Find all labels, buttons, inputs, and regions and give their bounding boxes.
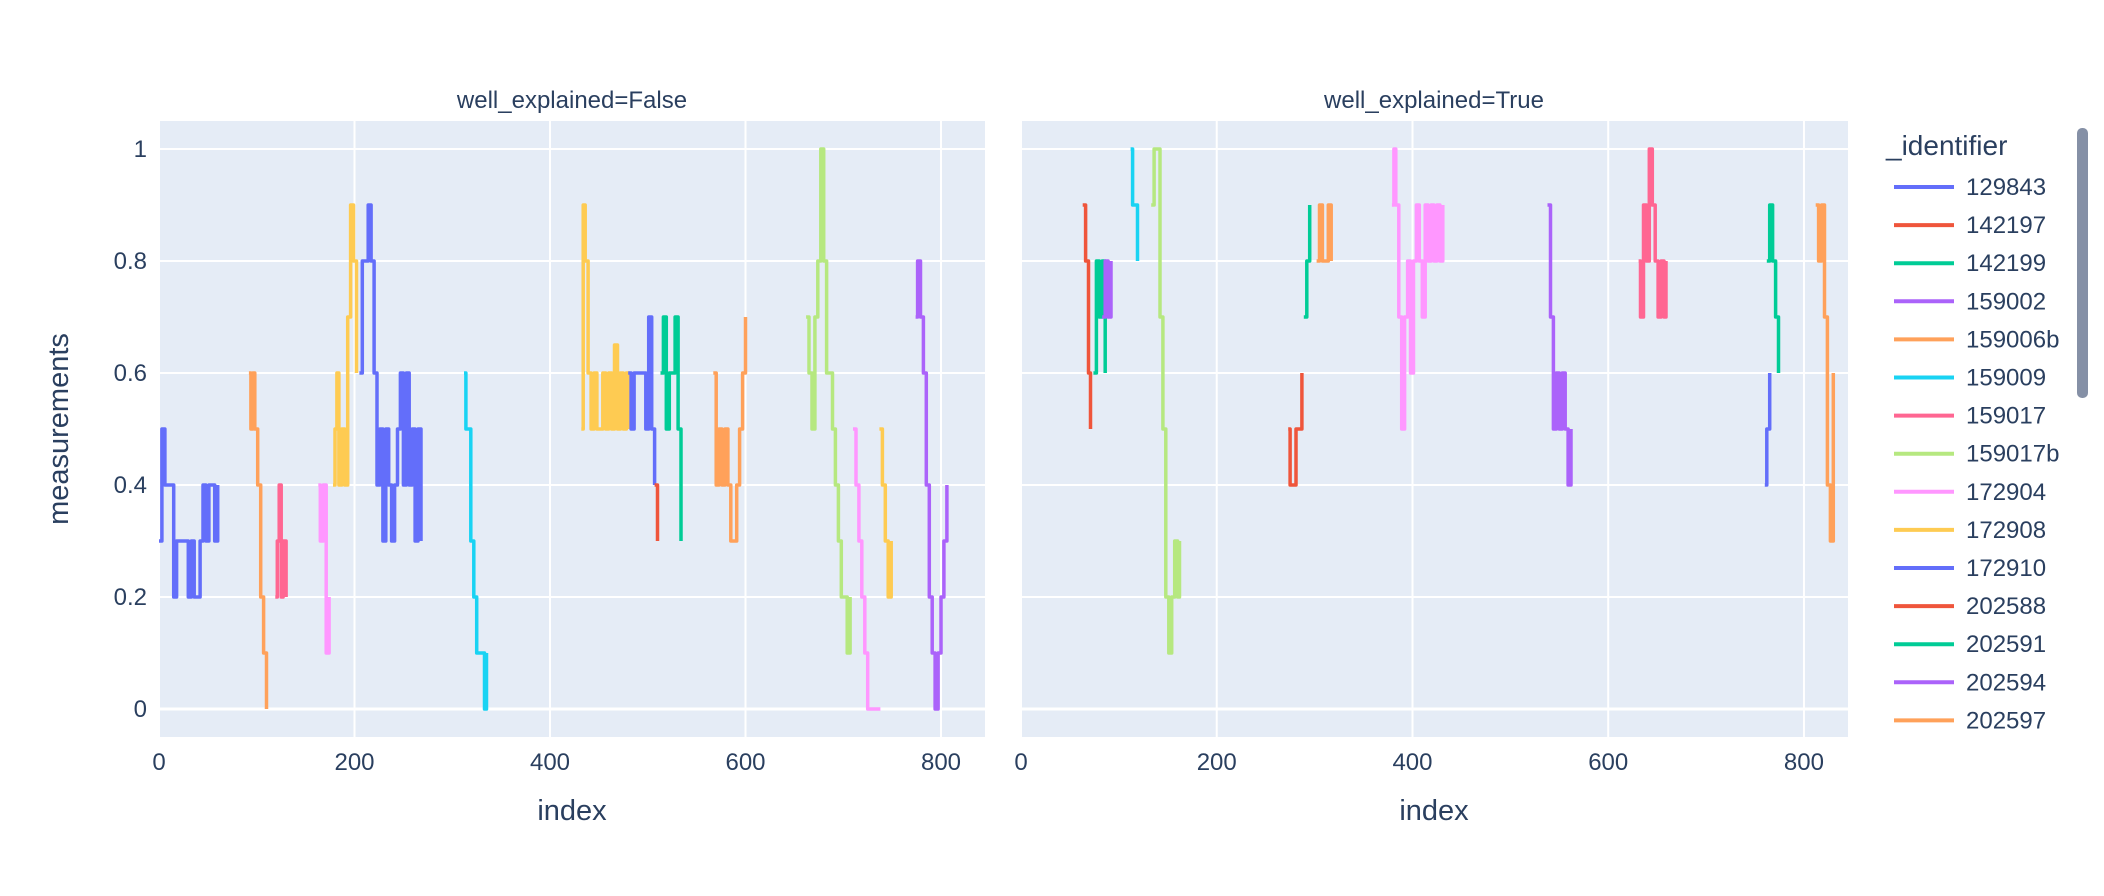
series-line-159006b-left bbox=[248, 371, 269, 709]
legend-label: 159006b bbox=[1966, 326, 2059, 353]
legend[interactable]: 129843 142197 142199 159002 159006b 159009 159… bbox=[1894, 174, 2059, 734]
legend-label: 142199 bbox=[1966, 250, 2046, 277]
facet-title-true: well_explained=True bbox=[1323, 87, 1544, 114]
legend-item-159017[interactable]: 159017 bbox=[1894, 403, 2046, 430]
legend-item-159002[interactable]: 159002 bbox=[1894, 288, 2046, 315]
tick-labels: 0 200 400 600 800 0 0.2 0.4 0.6 0.8 1 0 200 400 600 800 bbox=[114, 136, 1824, 776]
series-line-159006b-right bbox=[1815, 203, 1836, 543]
series-line-202594-left bbox=[915, 259, 949, 711]
legend-item-202594[interactable]: 202594 bbox=[1894, 669, 2046, 696]
series-line-159017b-left bbox=[806, 147, 852, 655]
series-line-202588-left bbox=[654, 483, 660, 541]
plot-area-left bbox=[159, 121, 985, 737]
y-tick-label: 0.2 bbox=[114, 584, 147, 611]
legend-item-159017b[interactable]: 159017b bbox=[1894, 441, 2059, 468]
x-tick-label: 200 bbox=[1197, 749, 1237, 776]
y-axis-title: measurements bbox=[43, 333, 75, 525]
series-line-172910-right bbox=[1764, 373, 1772, 487]
legend-label: 129843 bbox=[1966, 174, 2046, 201]
series-line-172910-left bbox=[628, 315, 657, 485]
legend-label: 159009 bbox=[1966, 365, 2046, 392]
legend-item-172904[interactable]: 172904 bbox=[1894, 479, 2046, 506]
y-tick-label: 1 bbox=[134, 136, 147, 163]
series-line-202594-right bbox=[1102, 259, 1113, 319]
legend-label: 142197 bbox=[1966, 212, 2046, 239]
series-line-172904-left bbox=[853, 427, 881, 711]
legend-label: 159017 bbox=[1966, 403, 2046, 430]
x-tick-label: 800 bbox=[921, 749, 961, 776]
series-line-172908-left bbox=[333, 203, 359, 487]
series-line-159017-left bbox=[275, 483, 288, 599]
facet-title-false: well_explained=False bbox=[456, 87, 687, 114]
legend-item-202588[interactable]: 202588 bbox=[1894, 593, 2046, 620]
series-lines bbox=[159, 147, 1836, 711]
series-line-172908-left bbox=[581, 203, 631, 431]
legend-item-159009[interactable]: 159009 bbox=[1894, 365, 2046, 392]
legend-item-172908[interactable]: 172908 bbox=[1894, 517, 2046, 544]
x-tick-label: 400 bbox=[530, 749, 570, 776]
legend-label: 202591 bbox=[1966, 631, 2046, 658]
series-line-172904-right bbox=[1391, 147, 1445, 431]
legend-label: 172904 bbox=[1966, 479, 2046, 506]
legend-item-129843[interactable]: 129843 bbox=[1894, 174, 2046, 201]
y-tick-label: 0 bbox=[134, 696, 147, 723]
series-line-172908-left bbox=[879, 427, 893, 599]
x-tick-label: 0 bbox=[152, 749, 165, 776]
legend-item-172910[interactable]: 172910 bbox=[1894, 555, 2046, 582]
series-line-172910-left bbox=[359, 203, 423, 543]
legend-item-202597[interactable]: 202597 bbox=[1894, 707, 2046, 734]
series-line-202591-right bbox=[1766, 203, 1781, 373]
series-line-202591-right bbox=[1303, 205, 1312, 319]
x-tick-label: 800 bbox=[1784, 749, 1824, 776]
legend-label: 202597 bbox=[1966, 707, 2046, 734]
legend-item-142197[interactable]: 142197 bbox=[1894, 212, 2046, 239]
series-line-159017b-right bbox=[1151, 147, 1182, 655]
gridlines bbox=[158, 121, 1848, 737]
series-line-159017-right bbox=[1638, 147, 1668, 319]
x-tick-label: 400 bbox=[1392, 749, 1432, 776]
series-line-159009-right bbox=[1130, 147, 1140, 261]
legend-scrollbar[interactable] bbox=[2077, 128, 2088, 398]
y-tick-label: 0.6 bbox=[114, 360, 147, 387]
series-line-172904-left bbox=[318, 483, 331, 655]
x-tick-label: 0 bbox=[1014, 749, 1027, 776]
series-line-202588-right bbox=[1288, 373, 1304, 487]
series-line-202594-right bbox=[1547, 203, 1573, 487]
x-tick-label: 600 bbox=[1588, 749, 1628, 776]
legend-label: 202594 bbox=[1966, 669, 2046, 696]
x-tick-label: 200 bbox=[334, 749, 374, 776]
legend-item-159006b[interactable]: 159006b bbox=[1894, 326, 2059, 353]
legend-label: 159002 bbox=[1966, 288, 2046, 315]
series-line-202597-left bbox=[713, 317, 748, 543]
series-line-202591-left bbox=[660, 315, 683, 541]
legend-label: 159017b bbox=[1966, 441, 2059, 468]
x-axis-title-right: index bbox=[1399, 795, 1469, 827]
series-line-202588-right bbox=[1082, 203, 1093, 429]
legend-title: _identifier bbox=[1885, 130, 2007, 161]
x-axis-title-left: index bbox=[537, 795, 607, 827]
legend-label: 172908 bbox=[1966, 517, 2046, 544]
legend-item-142199[interactable]: 142199 bbox=[1894, 250, 2046, 277]
series-line-159009-left bbox=[464, 371, 489, 711]
legend-label: 172910 bbox=[1966, 555, 2046, 582]
y-tick-label: 0.4 bbox=[114, 472, 147, 499]
series-line-202597-right bbox=[1316, 203, 1333, 263]
x-tick-label: 600 bbox=[725, 749, 765, 776]
legend-label: 202588 bbox=[1966, 593, 2046, 620]
legend-item-202591[interactable]: 202591 bbox=[1894, 631, 2046, 658]
series-line-129843-left bbox=[159, 427, 220, 599]
y-tick-label: 0.8 bbox=[114, 248, 147, 275]
